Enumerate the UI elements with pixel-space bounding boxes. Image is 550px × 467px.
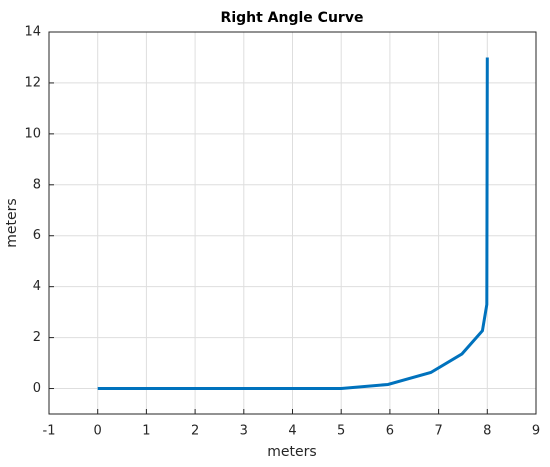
x-tick-label: -1 [43,424,56,439]
data-line [97,57,489,391]
y-tick-label: 6 [33,228,41,243]
x-axis-label: meters [267,444,316,460]
x-tick-label: 9 [532,424,540,439]
y-tick-label: 8 [33,177,41,192]
y-tick-label: 12 [24,75,41,90]
y-tick-label: 4 [33,279,41,294]
x-tick-label: 1 [142,424,150,439]
y-axis-label: meters [4,198,20,247]
x-tick-label: 8 [483,424,491,439]
x-tick-label: 0 [94,424,102,439]
x-tick-label: 3 [240,424,248,439]
x-tick-label: 6 [386,424,394,439]
y-tick-label: 2 [33,330,41,345]
y-tick-label: 10 [24,126,41,141]
chart-title: Right Angle Curve [221,10,364,26]
x-tick-label: 7 [434,424,442,439]
x-tick-label: 4 [288,424,296,439]
x-tick-label: 2 [191,424,199,439]
plot-frame [48,31,537,415]
x-tick-label: 5 [337,424,345,439]
y-tick-label: 14 [24,25,41,40]
y-tick-label: 0 [33,381,41,396]
